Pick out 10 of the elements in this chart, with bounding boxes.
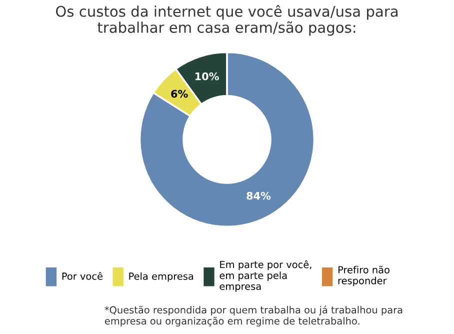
legend-label: Em parte por você, em parte pela empresa [220,260,312,292]
data-label: 84% [246,192,271,200]
data-label: 6% [171,90,188,98]
legend-label: Prefiro não responder [338,266,390,286]
legend-label: Por você [62,272,102,280]
legend-label: Pela empresa [129,272,194,282]
text: *Questão respondida por quem trabalha ou já trabalhou para empresa ou organização em regime de teletrabalho. [104,306,402,326]
data-label: 10% [196,72,219,80]
donut-slice [139,51,315,228]
chart-title: Os custos da internet que você usava/usa para trabalhar em casa eram/são pagos: [56,5,398,36]
